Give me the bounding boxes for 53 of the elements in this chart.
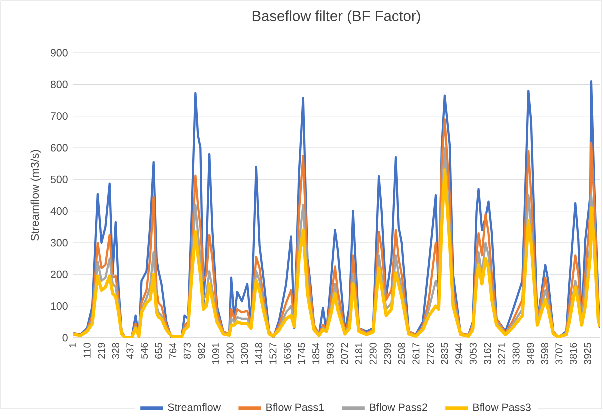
y-tick-label: 300 xyxy=(50,239,68,248)
x-tick-label: 2835 xyxy=(441,343,448,365)
x-tick-label: 1963 xyxy=(326,343,334,364)
x-tick-label: 328 xyxy=(112,343,120,360)
x-tick-label: 546 xyxy=(140,343,148,360)
x-tick-label: 3053 xyxy=(470,343,477,365)
x-tick-label: 437 xyxy=(126,343,134,360)
y-tick-label: 100 xyxy=(51,302,68,310)
x-tick-label: 1309 xyxy=(241,343,248,364)
x-tick-label: 3162 xyxy=(484,343,492,365)
x-tick-label: 1 xyxy=(70,343,76,348)
x-tick-label: 2726 xyxy=(426,343,434,365)
x-tick-label: 1091 xyxy=(212,343,220,364)
legend-label: Streamflow xyxy=(168,404,222,412)
x-tick-label: 2290 xyxy=(370,343,377,365)
x-tick-label: 2399 xyxy=(384,343,392,365)
x-tick-label: 655 xyxy=(155,343,162,360)
x-tick-label: 3380 xyxy=(512,343,520,365)
x-tick-label: 219 xyxy=(98,343,106,360)
x-tick-label: 3816 xyxy=(570,343,578,365)
chart-title: Baseflow filter (BF Factor) xyxy=(252,10,420,25)
x-tick-label: 1527 xyxy=(270,343,277,364)
x-tick-label: 2508 xyxy=(398,343,406,365)
x-tick-label: 3271 xyxy=(498,343,506,365)
x-tick-label: 1636 xyxy=(284,343,292,364)
legend-label: Bflow Pass1 xyxy=(266,404,324,412)
x-tick-label: 1854 xyxy=(312,343,320,364)
x-tick-label: 1418 xyxy=(255,343,262,364)
x-tick-label: 2181 xyxy=(355,343,363,365)
x-tick-label: 3925 xyxy=(584,343,592,365)
y-tick-label: 800 xyxy=(50,81,68,89)
y-tick-label: 400 xyxy=(50,208,68,216)
x-tick-label: 1745 xyxy=(298,343,306,364)
x-tick-label: 764 xyxy=(170,343,177,360)
y-tick-label: 900 xyxy=(51,49,68,58)
y-tick-label: 500 xyxy=(50,176,68,184)
y-tick-label: 700 xyxy=(51,112,68,120)
y-tick-label: 0 xyxy=(62,334,68,342)
x-tick-label: 873 xyxy=(184,343,191,360)
x-tick-label: 2617 xyxy=(412,343,420,365)
x-tick-label: 2072 xyxy=(341,343,348,365)
x-tick-label: 2944 xyxy=(456,343,463,365)
y-tick-label: 600 xyxy=(51,144,68,152)
y-axis-title: Streamflow (m3/s) xyxy=(30,150,42,242)
x-tick-label: 3707 xyxy=(556,343,563,365)
x-tick-label: 982 xyxy=(198,343,206,360)
y-tick-label: 200 xyxy=(51,271,68,279)
legend-label: Bflow Pass2 xyxy=(370,404,428,412)
legend-label: Bflow Pass3 xyxy=(474,404,531,412)
x-tick-label: 3598 xyxy=(541,343,548,365)
x-tick-label: 3489 xyxy=(527,343,534,365)
x-tick-label: 1200 xyxy=(226,343,234,364)
x-tick-label: 110 xyxy=(84,343,91,358)
